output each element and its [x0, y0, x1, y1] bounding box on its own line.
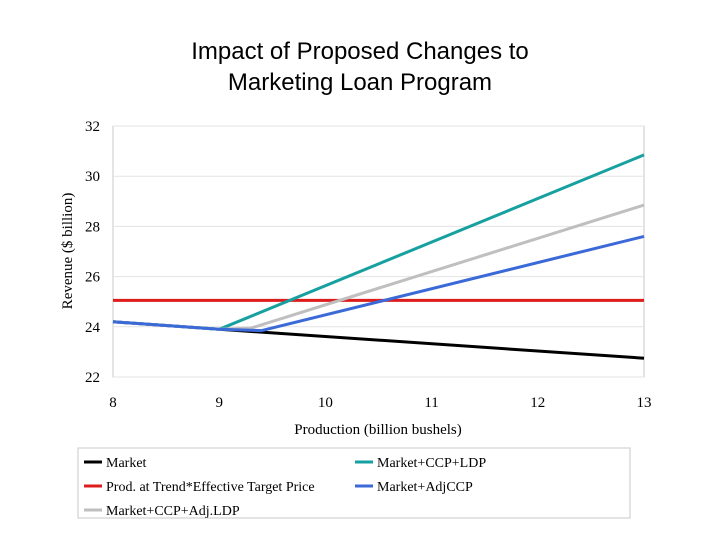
y-axis-label: Revenue ($ billion) — [60, 193, 76, 310]
y-tick-32: 32 — [85, 119, 100, 135]
legend-item-market: Market — [84, 456, 147, 471]
legend-item-prod-at-trend-effective-target-price: Prod. at Trend*Effective Target Price — [84, 480, 315, 495]
plot-area — [112, 125, 645, 378]
y-tick-24: 24 — [85, 320, 101, 336]
y-tick-30: 30 — [85, 169, 100, 185]
legend-label: Market+CCP+LDP — [377, 456, 486, 471]
y-tick-28: 28 — [85, 219, 100, 235]
gridlines — [113, 125, 644, 378]
y-tick-26: 26 — [85, 270, 101, 286]
x-tick-9: 9 — [215, 395, 223, 411]
series-lines — [112, 153, 645, 360]
x-tick-11: 11 — [424, 395, 438, 411]
legend-box — [77, 447, 631, 519]
legend-label: Market+CCP+Adj.LDP — [106, 504, 240, 519]
legend: Market Prod. at Trend*Effective Target Pr… — [84, 456, 486, 519]
chart-title-line-1: Impact of Proposed Changes to — [191, 38, 529, 65]
legend-label: Market — [106, 456, 147, 471]
chart-title: Impact of Proposed Changes to Marketing … — [0, 36, 720, 98]
chart-title-line-2: Marketing Loan Program — [227, 69, 493, 96]
x-tick-10: 10 — [318, 395, 333, 411]
legend-label: Prod. at Trend*Effective Target Price — [106, 480, 315, 495]
series-line-market-adjccp — [112, 234, 645, 333]
x-tick-labels: 8 9 10 11 12 13 — [109, 395, 651, 411]
y-tick-22: 22 — [85, 370, 100, 386]
legend-item-market-ccp-adj-ldp: Market+CCP+Adj.LDP — [84, 504, 240, 519]
x-tick-13: 13 — [637, 395, 652, 411]
legend-item-market-ccp-ldp: Market+CCP+LDP — [355, 456, 486, 471]
x-tick-8: 8 — [109, 395, 117, 411]
x-axis-label: Production (billion bushels) — [294, 422, 462, 438]
legend-label: Market+AdjCCP — [377, 480, 473, 495]
x-tick-12: 12 — [530, 395, 545, 411]
legend-item-market-adjccp: Market+AdjCCP — [355, 480, 473, 495]
y-tick-labels: 22 24 26 28 30 32 — [85, 119, 101, 386]
